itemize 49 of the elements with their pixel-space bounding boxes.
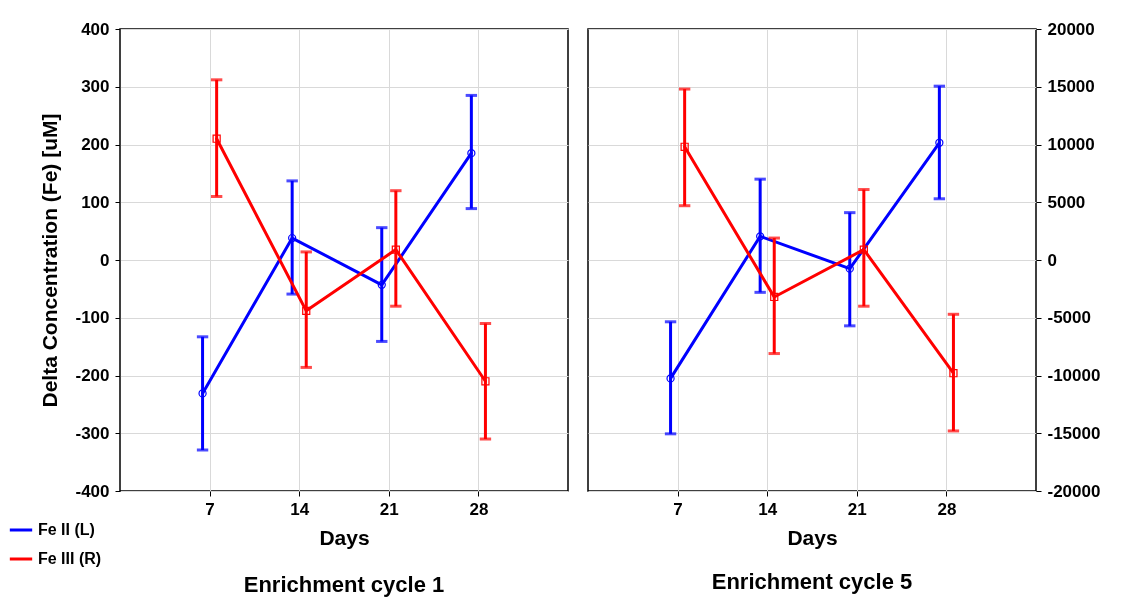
point xyxy=(467,149,476,158)
point xyxy=(756,232,765,241)
point xyxy=(288,233,297,243)
text: Enrichment cycle 1 xyxy=(243,572,445,597)
point xyxy=(949,369,958,378)
x-axis-title: Days xyxy=(319,525,370,549)
y2-tick-label: 20000 xyxy=(1047,19,1095,39)
legend-label: Fe III (R) xyxy=(38,550,102,567)
y2-tick-label: 5000 xyxy=(1047,192,1086,212)
point xyxy=(666,374,675,383)
y2-tick-label: -20000 xyxy=(1047,481,1101,501)
y-tick-label: 0 xyxy=(100,250,110,270)
point xyxy=(770,292,779,302)
y-tick-label: -400 xyxy=(75,481,110,501)
y2-tick-label: -10000 xyxy=(1047,366,1101,385)
y2-tick-label: 0 xyxy=(1047,250,1057,270)
y2-tick-label: -5000 xyxy=(1047,308,1091,328)
x-tick-label: 28 xyxy=(469,499,489,519)
x-tick-label: 14 xyxy=(290,499,310,519)
x-tick-label: 21 xyxy=(847,499,867,519)
y-axis-title: Delta Concentration (Fe) [uM] xyxy=(38,113,62,408)
x-axis-title: Days xyxy=(787,525,838,549)
y-tick-label: -200 xyxy=(75,366,110,385)
y-tick-label: -100 xyxy=(75,308,110,328)
y2-tick-label: -15000 xyxy=(1047,423,1101,443)
text: Enrichment cycle 5 xyxy=(711,569,913,594)
point xyxy=(212,134,221,143)
y-tick-label: 400 xyxy=(81,19,110,39)
point xyxy=(481,377,490,386)
y-tick-label: 100 xyxy=(81,192,110,212)
y-tick-label: -300 xyxy=(75,423,110,443)
point xyxy=(845,264,854,273)
y-tick-label: 200 xyxy=(81,135,110,154)
y2-tick-label: 10000 xyxy=(1047,135,1095,154)
y2-tick-label: 15000 xyxy=(1047,77,1095,97)
point xyxy=(377,280,386,289)
point xyxy=(391,245,400,254)
legend-label: Fe II (L) xyxy=(38,521,95,538)
x-tick-label: 7 xyxy=(205,499,215,519)
y-tick-label: 300 xyxy=(81,77,110,97)
x-tick-label: 28 xyxy=(937,499,957,519)
x-tick-label: 14 xyxy=(758,499,778,519)
point xyxy=(302,306,311,315)
point xyxy=(935,138,944,147)
x-tick-label: 21 xyxy=(379,499,399,519)
point xyxy=(198,389,207,398)
point xyxy=(680,142,689,151)
x-tick-label: 7 xyxy=(673,499,683,519)
point xyxy=(859,245,868,254)
